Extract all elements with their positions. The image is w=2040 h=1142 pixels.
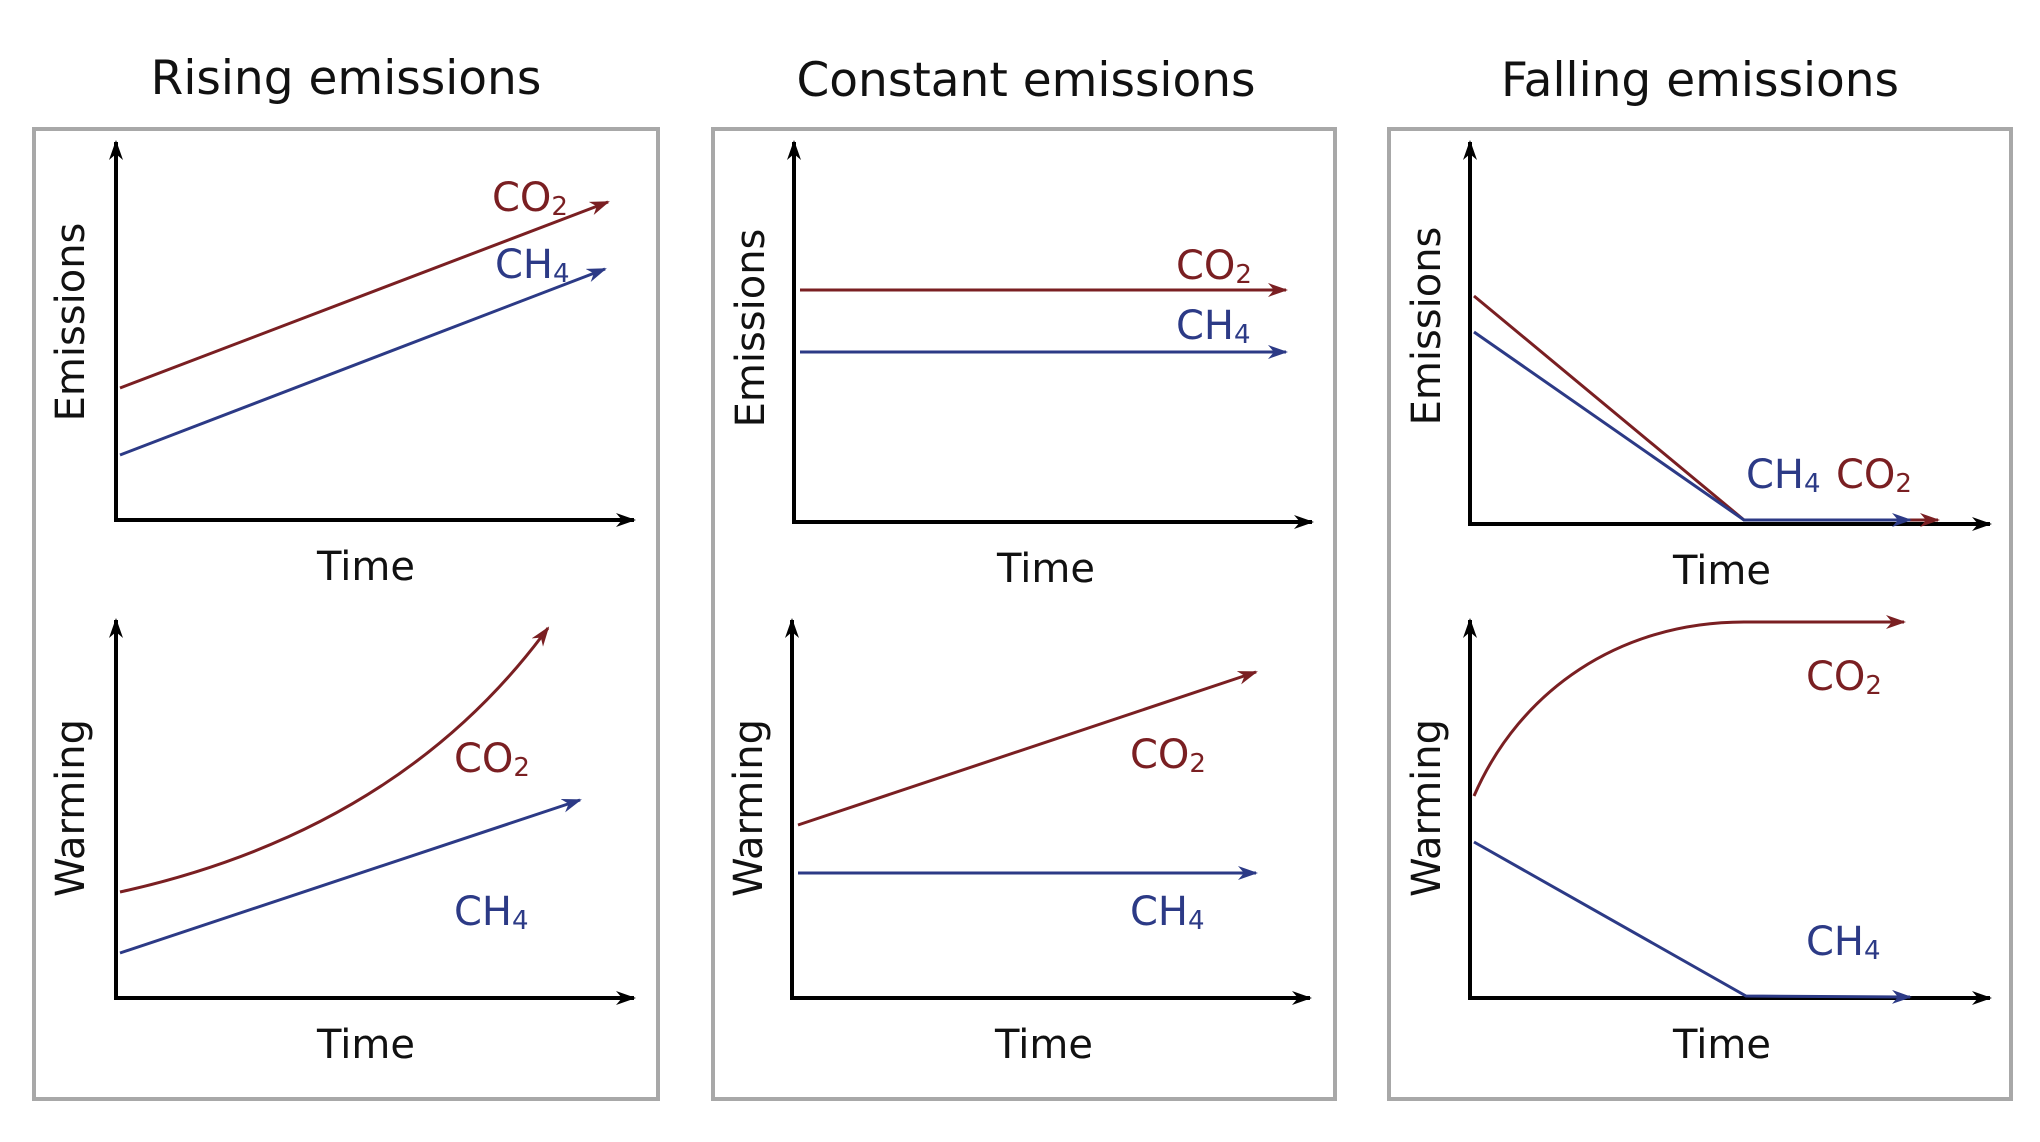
co2-label: CO2: [1836, 452, 1912, 499]
column-title: Constant emissions: [796, 53, 1255, 108]
ch4-label: CH4: [1176, 303, 1251, 350]
ch4-label: CH4: [495, 242, 570, 289]
co2-label: CO2: [1176, 243, 1252, 290]
emissions-subplot: Emissions Time CH4 CO2: [1404, 140, 1992, 594]
co2-label: CO2: [454, 736, 530, 783]
ch4-warming-line: [1473, 840, 1912, 1004]
ch4-label: CH4: [1130, 889, 1205, 936]
ch4-warming-line: [119, 798, 582, 955]
y-axis-label: Warming: [1404, 719, 1450, 897]
co2-warming-line: [797, 670, 1258, 827]
co2-warming-curve: [1472, 615, 1906, 797]
co2-label: CO2: [492, 175, 568, 222]
warming-subplot: Warming Time CO2 CH4: [1404, 615, 1992, 1068]
x-axis-label: Time: [1672, 548, 1771, 594]
panel-frame: [1387, 127, 2013, 1101]
emissions-subplot: Emissions Time CO2 CH4: [728, 140, 1314, 592]
ch4-label: CH4: [454, 889, 529, 936]
panel-frame: [32, 127, 660, 1101]
column-rising: Rising emissions Emissions Time CO2 CH4 …: [32, 51, 660, 1101]
co2-label: CO2: [1806, 654, 1882, 701]
x-axis-label: Time: [316, 1022, 415, 1068]
ch4-emissions-line: [119, 267, 607, 457]
ch4-label: CH4: [1806, 919, 1881, 966]
co2-label: CO2: [1130, 732, 1206, 779]
column-falling: Falling emissions Emissions Time CH4 CO2…: [1387, 53, 2013, 1101]
warming-subplot: Warming Time CO2 CH4: [726, 618, 1312, 1068]
column-constant: Constant emissions Emissions Time CO2 CH…: [711, 53, 1337, 1101]
y-axis-label: Warming: [48, 719, 94, 897]
x-axis-label: Time: [1672, 1022, 1771, 1068]
y-axis-label: Emissions: [48, 223, 94, 422]
co2-emissions-line: [119, 200, 610, 390]
ch4-label: CH4: [1746, 452, 1821, 499]
y-axis-label: Warming: [726, 719, 772, 897]
x-axis-label: Time: [316, 544, 415, 590]
y-axis-label: Emissions: [1404, 227, 1450, 426]
panel-frame: [711, 127, 1337, 1101]
y-axis-label: Emissions: [728, 229, 774, 428]
column-title: Falling emissions: [1501, 53, 1899, 108]
warming-subplot: Warming Time CO2 CH4: [48, 618, 636, 1068]
x-axis-label: Time: [996, 546, 1095, 592]
co2-warming-curve: [119, 626, 550, 894]
column-title: Rising emissions: [151, 51, 542, 106]
emissions-subplot: Emissions Time CO2 CH4: [48, 140, 636, 590]
ch4-emissions-line: [1473, 330, 1912, 527]
x-axis-label: Time: [994, 1022, 1093, 1068]
